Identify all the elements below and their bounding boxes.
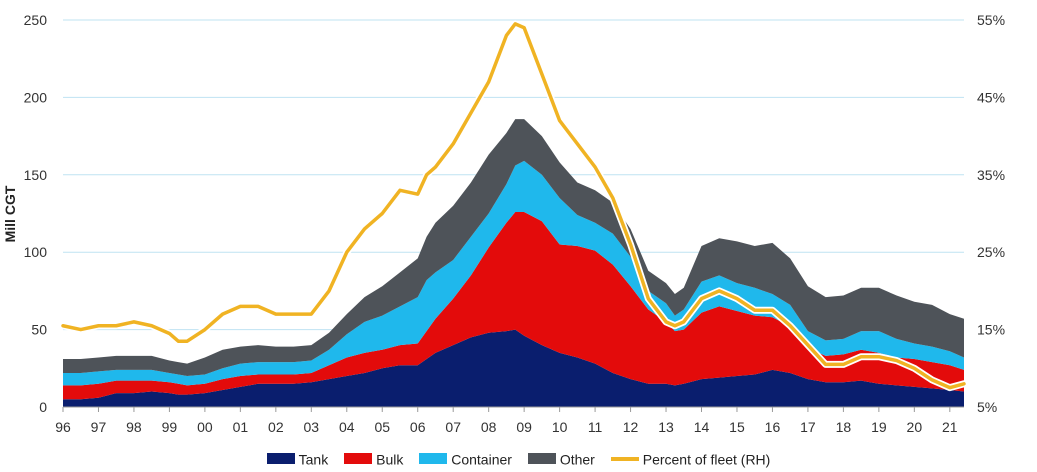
x-tick-label: 99 [162, 419, 178, 435]
y-axis-title: Mill CGT [2, 185, 18, 242]
x-tick-label: 17 [800, 419, 816, 435]
x-axis-ticks: 96 97 98 99 00 01 02 03 04 05 06 07 08 09 10 11 12 13 14 15… [55, 406, 964, 435]
x-tick-label: 97 [91, 419, 107, 435]
x-tick-label: 03 [304, 419, 320, 435]
x-tick-label: 11 [588, 419, 603, 435]
legend-item-container: Container [419, 450, 512, 467]
percent-line [59, 20, 968, 392]
y2-tick-label: 5% [977, 399, 997, 415]
legend-swatch-bulk [344, 453, 373, 465]
area-bulk [63, 211, 964, 400]
x-tick-label: 13 [658, 419, 674, 435]
legend-swatch-percent [610, 456, 639, 461]
x-tick-label: 04 [339, 419, 355, 435]
x-tick-label: 08 [481, 419, 497, 435]
area-tank [63, 329, 964, 407]
y-tick-label: 150 [24, 167, 48, 183]
x-tick-label: 02 [268, 419, 284, 435]
legend-label-percent: Percent of fleet (RH) [642, 450, 771, 467]
x-tick-label: 21 [942, 419, 958, 435]
area-container [63, 160, 964, 386]
y2-tick-label: 15% [977, 322, 1005, 338]
legend-label-container: Container [451, 450, 512, 467]
legend-swatch-tank [266, 453, 295, 465]
x-tick-label: 96 [55, 419, 71, 435]
y-tick-label: 200 [24, 89, 48, 105]
x-tick-label: 20 [907, 419, 923, 435]
x-tick-label: 16 [765, 419, 781, 435]
y-tick-label: 100 [24, 244, 48, 260]
y2-tick-label: 45% [977, 89, 1005, 105]
percent-of-fleet-line [61, 22, 966, 390]
x-tick-label: 18 [836, 419, 852, 435]
x-tick-label: 19 [871, 419, 887, 435]
y-tick-label: 250 [24, 12, 48, 28]
x-tick-label: 07 [445, 419, 461, 435]
x-tick-label: 10 [552, 419, 568, 435]
legend-item-percent: Percent of fleet (RH) [610, 450, 771, 467]
left-axis-ticks: 0 50 100 150 200 250 [24, 12, 48, 415]
legend-swatch-container [419, 453, 448, 465]
x-tick-label: 01 [233, 419, 249, 435]
x-tick-label: 98 [126, 419, 142, 435]
x-tick-label: 00 [197, 419, 213, 435]
right-axis-ticks: 5% 15% 25% 35% 45% 55% [977, 12, 1005, 415]
y2-tick-label: 25% [977, 244, 1005, 260]
y-tick-label: 50 [31, 322, 47, 338]
legend: Tank Bulk Container Other Percent of fle… [0, 449, 1037, 467]
legend-label-tank: Tank [298, 450, 329, 467]
y2-tick-label: 55% [977, 12, 1005, 28]
legend-label-bulk: Bulk [376, 450, 404, 467]
stacked-areas [63, 119, 964, 407]
legend-swatch-other [527, 453, 556, 465]
legend-label-other: Other [559, 450, 595, 467]
x-tick-label: 05 [374, 419, 390, 435]
x-tick-label: 15 [729, 419, 745, 435]
y-tick-label: 0 [39, 399, 47, 415]
y2-tick-label: 35% [977, 167, 1005, 183]
legend-item-bulk: Bulk [344, 450, 403, 467]
x-tick-label: 09 [516, 419, 532, 435]
x-tick-label: 06 [410, 419, 426, 435]
legend-item-other: Other [527, 450, 595, 467]
x-tick-label: 12 [623, 419, 639, 435]
legend-item-tank: Tank [266, 450, 329, 467]
x-tick-label: 14 [694, 419, 710, 435]
